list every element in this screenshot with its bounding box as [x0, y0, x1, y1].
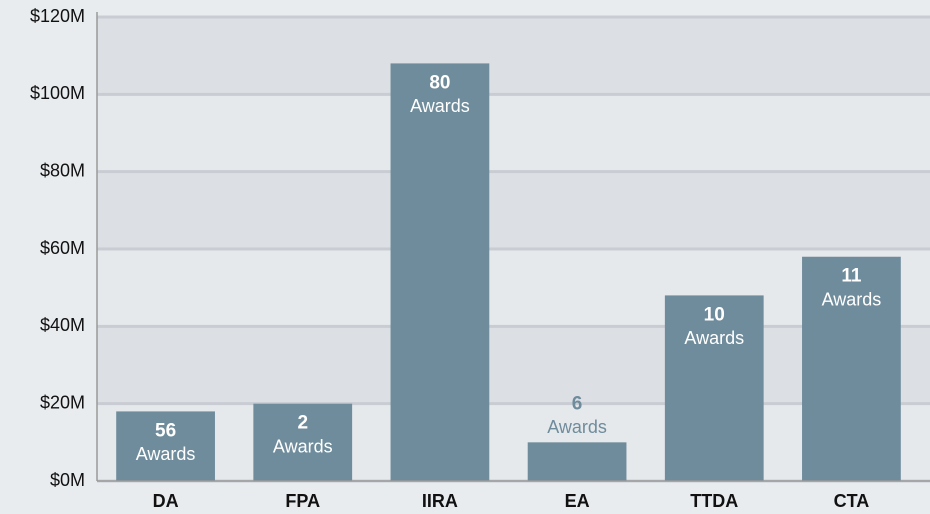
award-label: Awards [410, 96, 470, 116]
award-count: 2 [297, 413, 308, 434]
y-tick-label: $60M [40, 238, 85, 258]
award-count: 6 [572, 393, 583, 414]
y-tick-label: $100M [30, 83, 85, 103]
bar [253, 403, 353, 481]
y-tick-label: $120M [30, 6, 85, 26]
plot-band [97, 171, 930, 249]
plot-band [97, 17, 930, 95]
y-tick-label: $80M [40, 160, 85, 180]
bar [390, 63, 490, 482]
x-tick-label: IIRA [422, 491, 458, 511]
x-tick-label: FPA [285, 491, 320, 511]
award-count: 10 [704, 304, 725, 325]
award-count: 56 [155, 420, 176, 441]
y-tick-label: $0M [50, 470, 85, 490]
plot-band [97, 94, 930, 172]
x-tick-label: CTA [834, 491, 870, 511]
x-tick-label: TTDA [690, 491, 738, 511]
award-count: 11 [841, 266, 862, 287]
x-tick-label: DA [153, 491, 179, 511]
x-tick-label: EA [565, 491, 590, 511]
award-label: Awards [684, 328, 744, 348]
y-tick-label: $20M [40, 392, 85, 412]
plot-band [97, 326, 930, 404]
plot-band [97, 249, 930, 327]
bar [802, 256, 901, 481]
award-label: Awards [136, 444, 196, 464]
award-count: 80 [429, 72, 450, 93]
award-label: Awards [273, 436, 333, 456]
bar [527, 442, 627, 481]
award-label: Awards [822, 289, 882, 309]
bar [664, 295, 764, 481]
bar [116, 411, 215, 481]
award-label: Awards [547, 417, 607, 437]
y-tick-label: $40M [40, 315, 85, 335]
plot-band [97, 403, 930, 481]
